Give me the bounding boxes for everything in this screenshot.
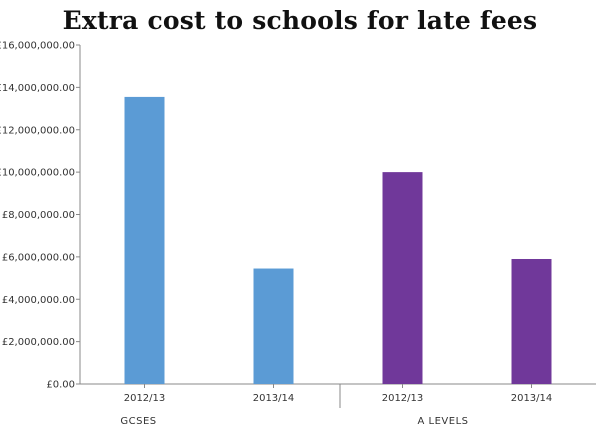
x-category-label: 2013/14: [511, 393, 553, 404]
group-label: A LEVELS: [418, 416, 469, 427]
y-tick-label: £6,000,000.00: [2, 252, 75, 263]
group-label: GCSES: [120, 416, 156, 427]
y-tick-label: £0.00: [46, 380, 75, 391]
y-axis-ticks: £0.00 £2,000,000.00 £4,000,000.00 £6,000,00…: [0, 41, 80, 391]
y-tick-label: £10,000,000.00: [0, 168, 75, 179]
x-category-label: 2012/13: [382, 393, 424, 404]
x-category-label: 2012/13: [124, 393, 166, 404]
bars: [124, 96, 552, 385]
bar: [253, 268, 294, 384]
y-tick-label: £12,000,000.00: [0, 125, 75, 136]
bar: [382, 172, 423, 384]
x-category-label: 2013/14: [253, 393, 295, 404]
bar: [124, 96, 165, 385]
bar: [511, 258, 552, 384]
y-tick-label: £8,000,000.00: [2, 210, 75, 221]
y-tick-label: £4,000,000.00: [2, 295, 75, 306]
chart-title: Extra cost to schools for late fees: [62, 6, 538, 35]
y-tick-label: £16,000,000.00: [0, 41, 75, 52]
y-tick-label: £14,000,000.00: [0, 83, 75, 94]
y-tick-label: £2,000,000.00: [2, 337, 75, 348]
x-axis-labels: 2012/13 2013/14 GCSES 2012/13 2013/14 A LEVEL…: [120, 384, 552, 427]
